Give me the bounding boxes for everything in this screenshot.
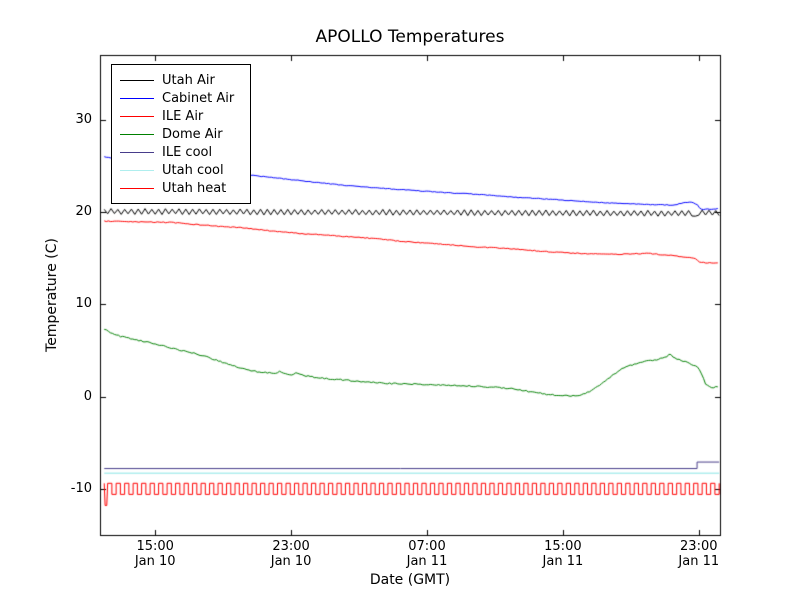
legend-line-sample xyxy=(120,79,154,81)
legend-line-sample xyxy=(120,133,154,135)
legend-item: ILE Air xyxy=(120,107,234,125)
legend-label: Cabinet Air xyxy=(162,90,235,106)
legend-line-sample xyxy=(120,187,154,189)
chart-title: APOLLO Temperatures xyxy=(315,27,505,47)
legend-item: ILE cool xyxy=(120,143,234,161)
legend-item: Utah cool xyxy=(120,161,234,179)
legend: Utah Air Cabinet Air ILE Air Dome Air ILE co… xyxy=(111,64,252,204)
legend-label: Utah heat xyxy=(162,180,227,196)
legend-label: ILE cool xyxy=(162,144,213,160)
legend-item: Utah heat xyxy=(120,179,234,197)
legend-line-sample xyxy=(120,151,154,153)
legend-line-sample xyxy=(120,97,154,99)
legend-item: Utah Air xyxy=(120,71,234,89)
legend-label: Utah cool xyxy=(162,162,224,178)
legend-label: Utah Air xyxy=(162,72,215,88)
legend-line-sample xyxy=(120,115,154,117)
legend-line-sample xyxy=(120,169,154,171)
legend-label: ILE Air xyxy=(162,108,204,124)
x-axis-label: Date (GMT) xyxy=(369,572,451,588)
legend-item: Dome Air xyxy=(120,125,234,143)
legend-item: Cabinet Air xyxy=(120,89,234,107)
y-axis-label: Temperature (C) xyxy=(44,238,60,352)
legend-label: Dome Air xyxy=(162,126,223,142)
